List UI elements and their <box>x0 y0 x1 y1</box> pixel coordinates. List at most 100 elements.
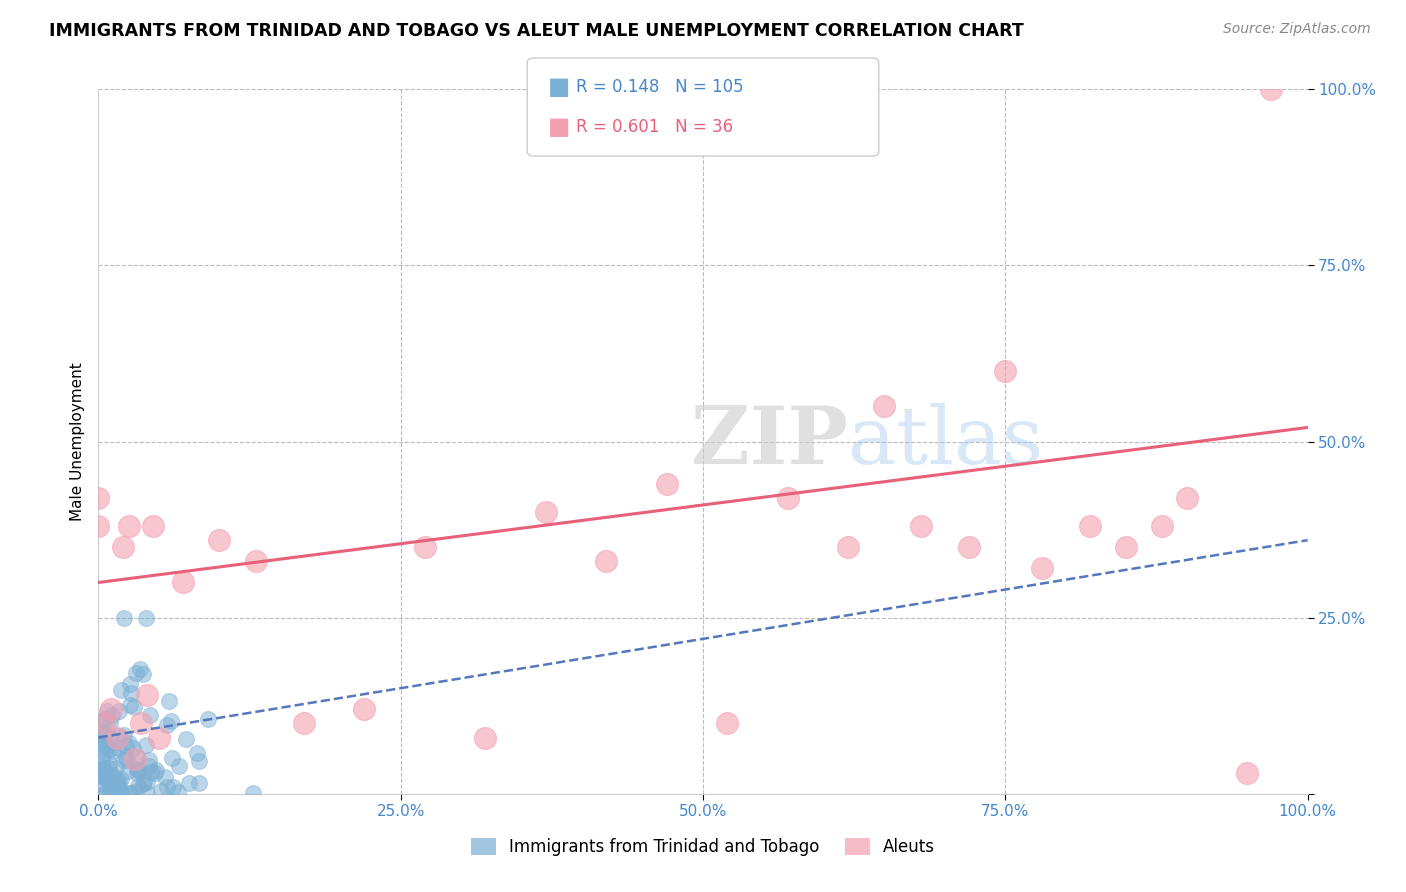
Point <box>413 541 436 555</box>
Point <box>98 741 121 756</box>
Point <box>1078 519 1101 533</box>
Point <box>98 761 121 775</box>
Point <box>135 688 157 702</box>
Point <box>89 769 111 783</box>
Text: ■: ■ <box>548 115 571 138</box>
Point <box>93 712 115 726</box>
Point <box>87 519 110 533</box>
Point <box>93 778 115 792</box>
Point <box>122 700 145 714</box>
Point <box>131 777 153 791</box>
Point <box>776 491 799 505</box>
Point <box>127 763 149 777</box>
Point <box>124 751 146 765</box>
Point <box>156 717 179 731</box>
Point <box>145 766 167 780</box>
Point <box>155 780 177 795</box>
Point <box>127 780 149 794</box>
Point <box>110 784 132 798</box>
Point <box>120 686 142 700</box>
Point <box>94 766 117 780</box>
Point <box>108 704 131 718</box>
Point <box>655 476 678 491</box>
Point <box>177 776 200 790</box>
Text: atlas: atlas <box>848 402 1043 481</box>
Point <box>120 786 142 800</box>
Point <box>125 766 148 780</box>
Point <box>112 753 135 767</box>
Point <box>138 753 160 767</box>
Text: ZIP: ZIP <box>692 402 848 481</box>
Point <box>176 731 198 746</box>
Point <box>160 751 183 765</box>
Point <box>595 554 617 568</box>
Point <box>115 750 138 764</box>
Point <box>1236 765 1258 780</box>
Point <box>139 708 162 723</box>
Point <box>87 491 110 505</box>
Point <box>162 780 184 794</box>
Point <box>125 762 148 776</box>
Point <box>93 767 115 781</box>
Point <box>105 731 128 745</box>
Point <box>1152 519 1174 533</box>
Point <box>96 704 118 718</box>
Point <box>111 541 134 555</box>
Point <box>96 772 118 787</box>
Point <box>98 756 121 770</box>
Point <box>145 763 167 777</box>
Point <box>149 784 172 798</box>
Point <box>115 753 138 767</box>
Point <box>245 554 267 568</box>
Point <box>910 519 932 533</box>
Point <box>110 682 132 697</box>
Point <box>108 787 131 801</box>
Point <box>101 744 124 758</box>
Point <box>96 739 118 754</box>
Point <box>134 775 156 789</box>
Point <box>100 780 122 795</box>
Point <box>108 729 131 743</box>
Point <box>121 741 143 756</box>
Point <box>94 785 117 799</box>
Point <box>94 786 117 800</box>
Point <box>1115 541 1137 555</box>
Point <box>120 786 142 800</box>
Point <box>93 736 115 750</box>
Point <box>186 746 208 760</box>
Point <box>127 749 149 764</box>
Point <box>105 774 128 789</box>
Point <box>112 728 135 742</box>
Point <box>94 747 117 761</box>
Point <box>90 764 112 778</box>
Point <box>108 780 131 794</box>
Point <box>1031 561 1053 575</box>
Point <box>89 726 111 740</box>
Point <box>107 741 129 756</box>
Point <box>101 787 124 801</box>
Point <box>136 775 159 789</box>
Point <box>148 731 170 745</box>
Point <box>90 742 112 756</box>
Point <box>118 736 141 750</box>
Point <box>129 663 152 677</box>
Point <box>98 731 121 746</box>
Legend: Immigrants from Trinidad and Tobago, Aleuts: Immigrants from Trinidad and Tobago, Ale… <box>464 831 942 863</box>
Point <box>534 505 557 519</box>
Point <box>100 708 122 723</box>
Text: R = 0.148   N = 105: R = 0.148 N = 105 <box>576 78 744 96</box>
Point <box>837 541 859 555</box>
Point <box>114 739 136 753</box>
Y-axis label: Male Unemployment: Male Unemployment <box>69 362 84 521</box>
Point <box>157 694 180 708</box>
Point <box>292 716 315 731</box>
Point <box>197 713 219 727</box>
Text: Source: ZipAtlas.com: Source: ZipAtlas.com <box>1223 22 1371 37</box>
Point <box>87 759 110 773</box>
Point <box>118 519 141 533</box>
Point <box>160 714 183 728</box>
Point <box>135 738 157 752</box>
Point <box>91 762 114 776</box>
Point <box>117 764 139 778</box>
Point <box>89 769 111 783</box>
